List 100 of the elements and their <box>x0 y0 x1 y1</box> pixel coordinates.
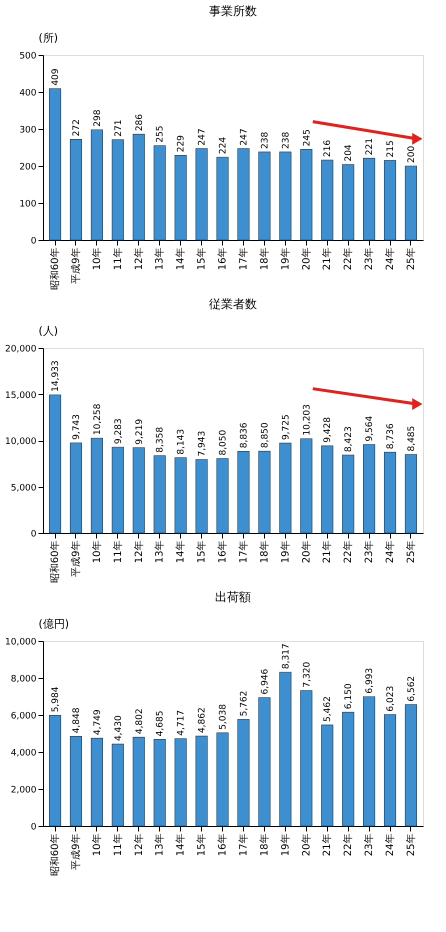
data-label: 238 <box>260 131 270 149</box>
x-tick-label: 13年 <box>154 834 166 856</box>
bar <box>342 454 354 534</box>
bar <box>132 736 145 826</box>
bar <box>48 88 62 240</box>
bar <box>404 166 418 240</box>
x-tick-label: 15年 <box>196 540 208 564</box>
x-tick-label: 17年 <box>237 248 250 270</box>
data-label: 6,150 <box>344 683 354 710</box>
x-tick-label: 24年 <box>384 540 396 564</box>
data-label: 10,203 <box>302 404 312 436</box>
data-label: 4,430 <box>114 715 124 742</box>
x-tick-label: 22年 <box>342 834 354 856</box>
x-tick-label: 平成9年 <box>70 834 82 870</box>
bar <box>300 149 312 240</box>
data-label: 216 <box>323 140 334 158</box>
data-label: 286 <box>134 114 145 132</box>
data-label: 8,850 <box>260 422 270 448</box>
x-tick-label: 20年 <box>300 834 312 856</box>
y-tick-label: 20,000 <box>5 344 37 354</box>
y-tick-label: 10,000 <box>5 437 37 447</box>
y-tick-label: 200 <box>19 162 37 172</box>
bar <box>321 160 334 240</box>
data-label: 200 <box>406 146 417 163</box>
bar <box>48 394 62 534</box>
x-tick-label: 18年 <box>258 248 270 270</box>
x-tick-label: 平成9年 <box>70 540 82 577</box>
chart-title: 出荷額 <box>215 590 251 604</box>
data-label: 5,984 <box>51 686 62 712</box>
bar <box>321 724 334 826</box>
x-tick-label: 12年 <box>132 834 145 856</box>
data-label: 215 <box>386 140 396 158</box>
x-tick-label: 22年 <box>342 248 354 270</box>
x-tick-label: 12年 <box>132 248 145 270</box>
bar <box>384 160 396 240</box>
x-tick-label: 19年 <box>279 834 292 856</box>
x-tick-label: 10年 <box>90 248 103 270</box>
bar <box>154 145 166 240</box>
y-tick-label: 4,000 <box>10 748 37 758</box>
data-label: 271 <box>114 120 124 137</box>
bar <box>70 442 82 534</box>
x-tick-label: 19年 <box>279 248 292 270</box>
x-tick-label: 23年 <box>363 540 376 564</box>
x-tick-label: 15年 <box>196 248 208 270</box>
bar <box>216 458 229 534</box>
bar <box>196 736 208 826</box>
x-tick-label: 21年 <box>321 248 334 270</box>
x-tick-label: 25年 <box>404 248 417 270</box>
y-tick-label: 0 <box>30 530 37 540</box>
bar <box>216 732 229 826</box>
data-label: 9,219 <box>134 418 145 445</box>
bar <box>258 152 270 240</box>
data-label: 224 <box>218 136 229 154</box>
x-tick-label: 22年 <box>342 540 354 564</box>
bar <box>363 158 376 240</box>
x-tick-label: 23年 <box>363 248 376 270</box>
x-tick-label: 16年 <box>216 540 229 564</box>
data-label: 6,993 <box>365 668 376 694</box>
y-tick-label: 5,000 <box>10 483 37 494</box>
data-label: 7,943 <box>198 430 208 457</box>
data-label: 9,564 <box>365 415 376 442</box>
bar <box>404 704 418 826</box>
bar <box>112 446 124 534</box>
bar <box>384 452 396 534</box>
y-tick-label: 500 <box>19 52 37 62</box>
x-tick-label: 昭和60年 <box>49 248 62 290</box>
data-label: 255 <box>156 125 166 143</box>
data-label: 4,848 <box>72 707 82 734</box>
x-tick-label: 17年 <box>237 834 250 856</box>
x-tick-label: 昭和60年 <box>49 540 62 584</box>
bar <box>300 690 312 826</box>
x-tick-label: 24年 <box>384 834 396 856</box>
data-label: 4,802 <box>134 708 145 734</box>
x-tick-label: 25年 <box>404 540 417 564</box>
data-label: 4,749 <box>92 709 103 736</box>
x-tick-label: 18年 <box>258 540 270 564</box>
bar <box>112 139 124 240</box>
data-label: 7,320 <box>302 662 312 688</box>
y-tick-label: 400 <box>19 88 37 98</box>
bar <box>174 457 187 534</box>
bar <box>174 738 187 826</box>
data-label: 14,933 <box>51 360 62 392</box>
x-tick-label: 11年 <box>112 248 124 270</box>
bar <box>154 739 166 826</box>
data-label: 272 <box>72 119 82 136</box>
data-label: 9,428 <box>323 416 334 443</box>
bar <box>404 454 418 534</box>
data-label: 298 <box>92 109 103 127</box>
x-tick-label: 25年 <box>404 834 417 856</box>
bar <box>342 712 354 826</box>
x-tick-label: 16年 <box>216 248 229 270</box>
y-tick-label: 6,000 <box>10 712 37 722</box>
x-tick-label: 10年 <box>90 834 103 856</box>
bar <box>237 719 250 826</box>
y-tick-label: 2,000 <box>10 786 37 796</box>
x-tick-label: 20年 <box>300 540 312 564</box>
y-tick-label: 0 <box>30 822 37 832</box>
x-tick-label: 20年 <box>300 248 312 270</box>
data-label: 245 <box>302 129 312 146</box>
data-label: 8,836 <box>239 422 250 448</box>
